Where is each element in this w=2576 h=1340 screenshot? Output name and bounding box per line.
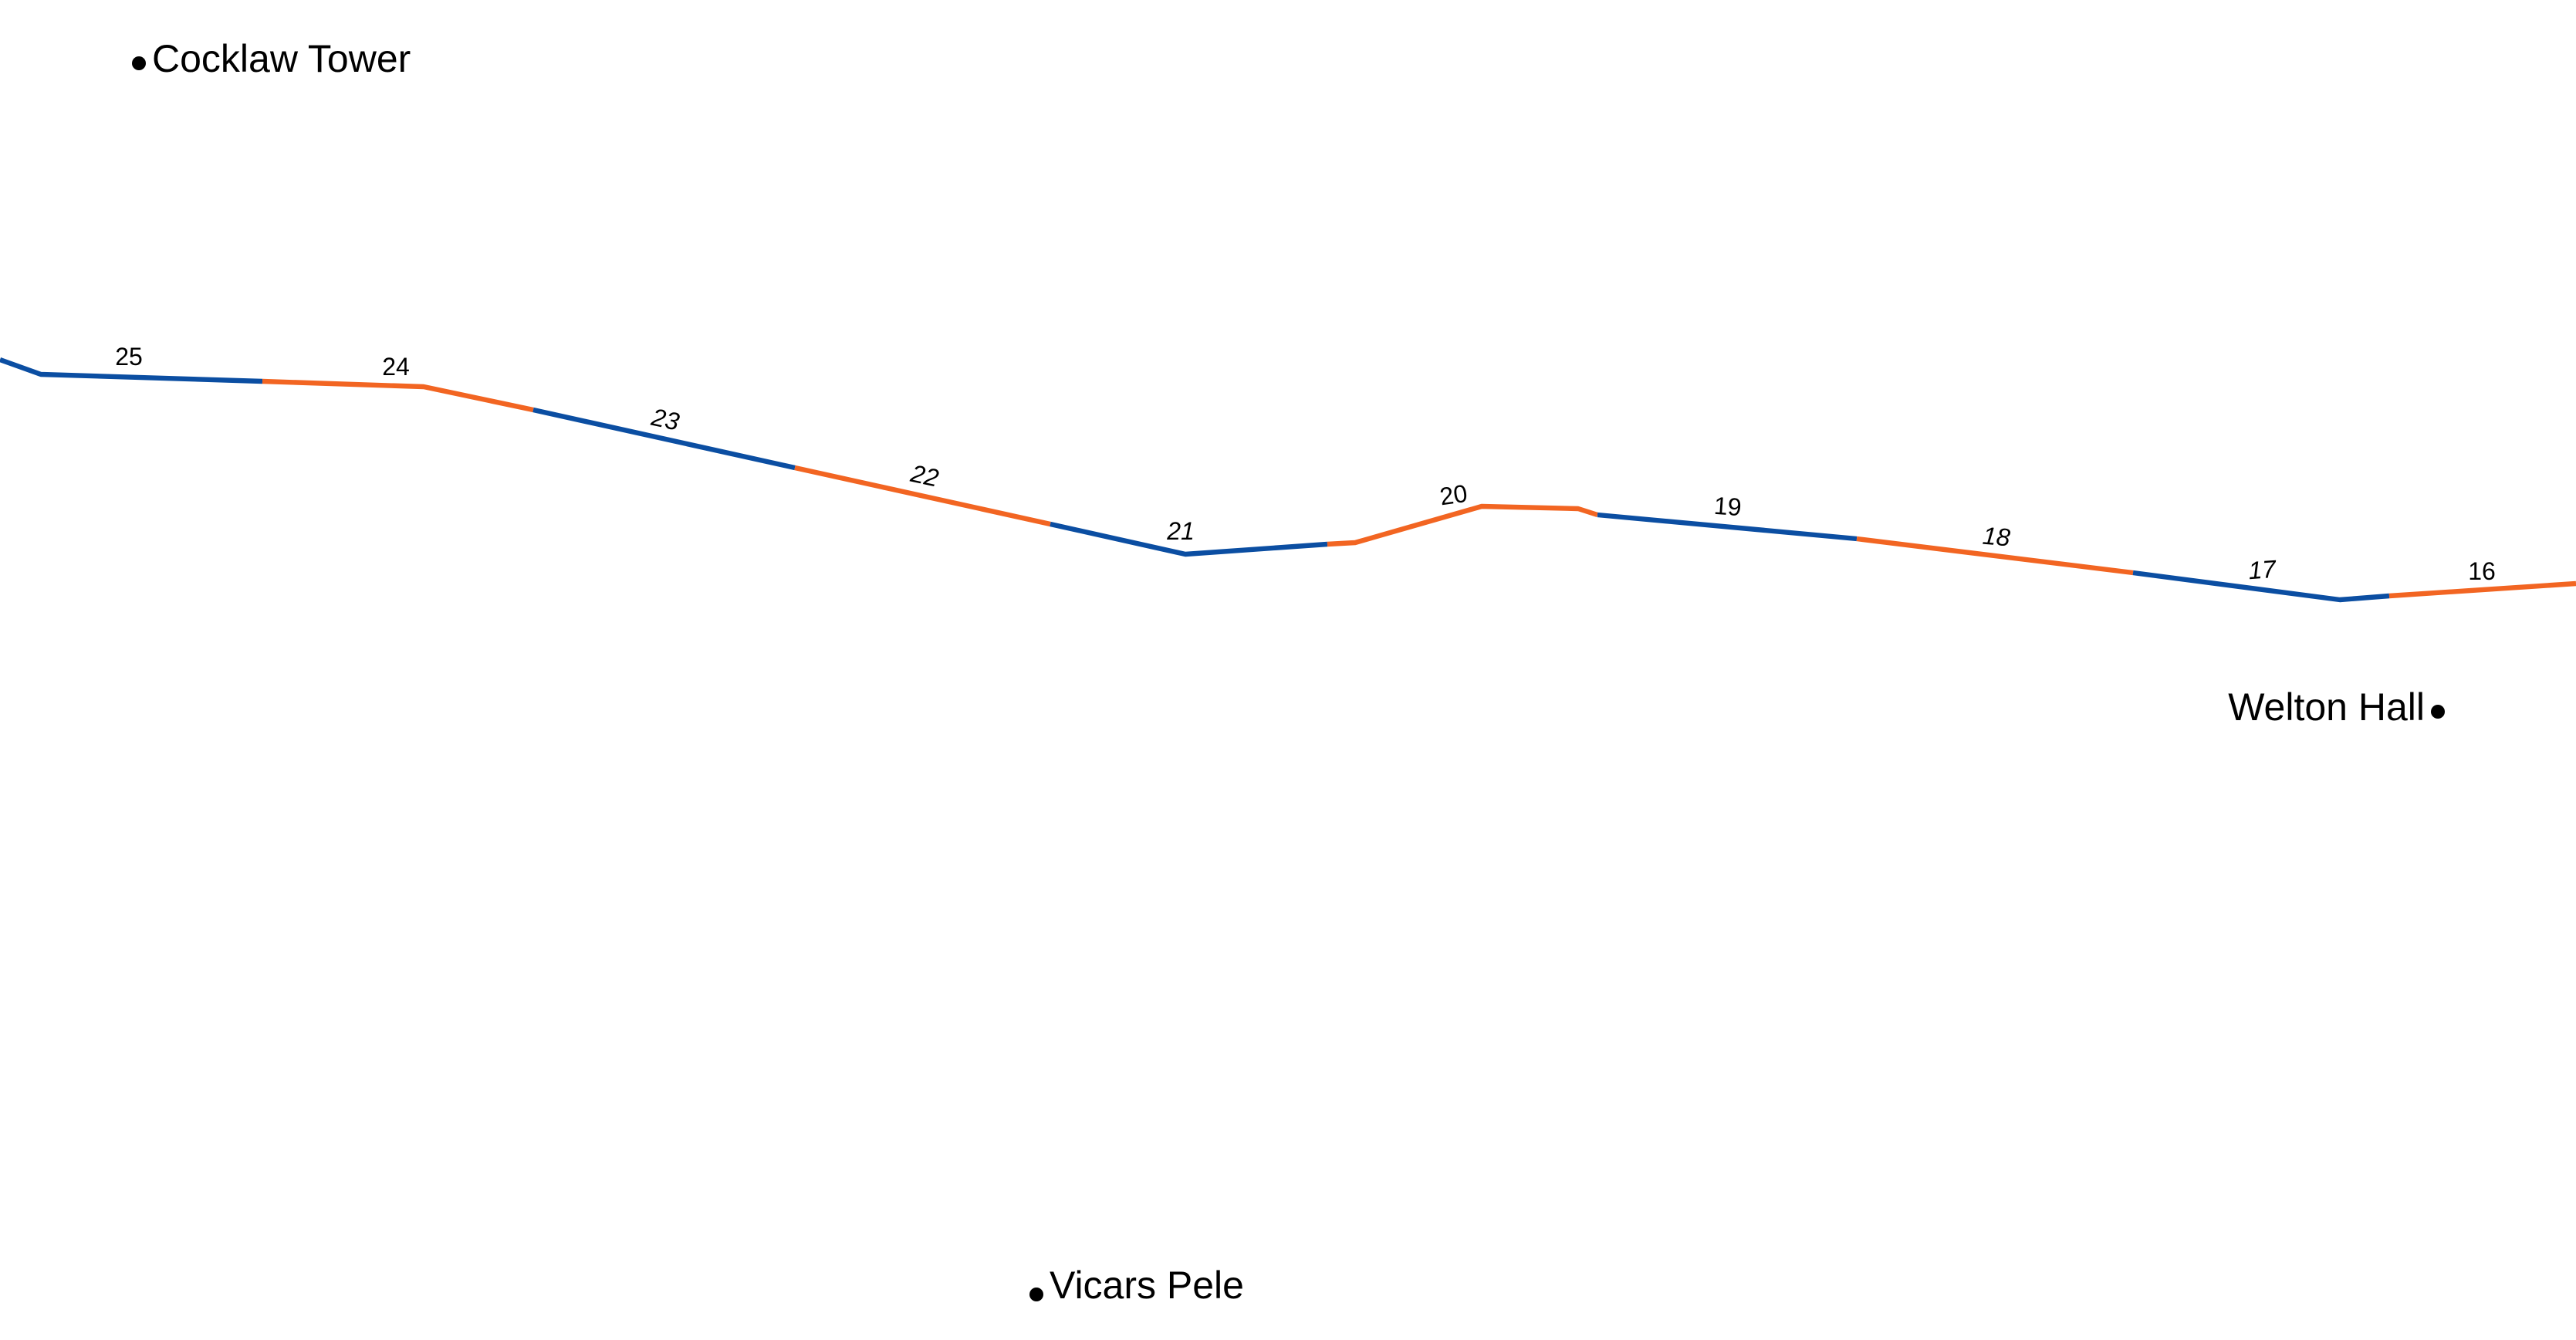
place-marker bbox=[132, 56, 146, 70]
section-label-24: 24 bbox=[382, 353, 410, 381]
section-label-20: 20 bbox=[1438, 479, 1469, 511]
route-segment-20 bbox=[1327, 503, 1598, 547]
section-label-21: 21 bbox=[1166, 517, 1195, 545]
place-vicars-pele: Vicars Pele bbox=[1029, 1264, 1244, 1307]
route-segment-22 bbox=[794, 465, 1051, 527]
places: Cocklaw Tower Welton Hall Vicars Pele bbox=[132, 37, 2445, 1307]
route-segment-21 bbox=[1050, 521, 1328, 557]
section-label-18: 18 bbox=[1982, 522, 2012, 552]
section-label-23: 23 bbox=[648, 403, 681, 436]
route-segment-24 bbox=[262, 378, 534, 413]
route-segment-25 bbox=[0, 357, 263, 384]
place-cocklaw-tower: Cocklaw Tower bbox=[132, 37, 411, 80]
route-line bbox=[0, 357, 2576, 603]
section-labels: 25 24 23 22 21 20 19 18 17 16 bbox=[115, 343, 2496, 585]
section-label-16: 16 bbox=[2468, 557, 2496, 585]
route-segment-16 bbox=[2388, 580, 2576, 599]
place-label: Cocklaw Tower bbox=[152, 37, 411, 80]
route-segment-23 bbox=[532, 407, 796, 471]
route-segment-18 bbox=[1856, 536, 2134, 576]
section-label-17: 17 bbox=[2247, 555, 2277, 584]
route-segment-19 bbox=[1597, 512, 1858, 542]
section-label-19: 19 bbox=[1713, 492, 1743, 521]
place-marker bbox=[1029, 1288, 1043, 1301]
section-label-22: 22 bbox=[908, 459, 941, 492]
place-welton-hall: Welton Hall bbox=[2228, 685, 2445, 729]
place-marker bbox=[2431, 705, 2445, 719]
section-label-25: 25 bbox=[115, 343, 143, 371]
place-label: Vicars Pele bbox=[1050, 1264, 1244, 1307]
place-label: Welton Hall bbox=[2228, 685, 2425, 729]
route-segment-17 bbox=[2132, 570, 2390, 603]
